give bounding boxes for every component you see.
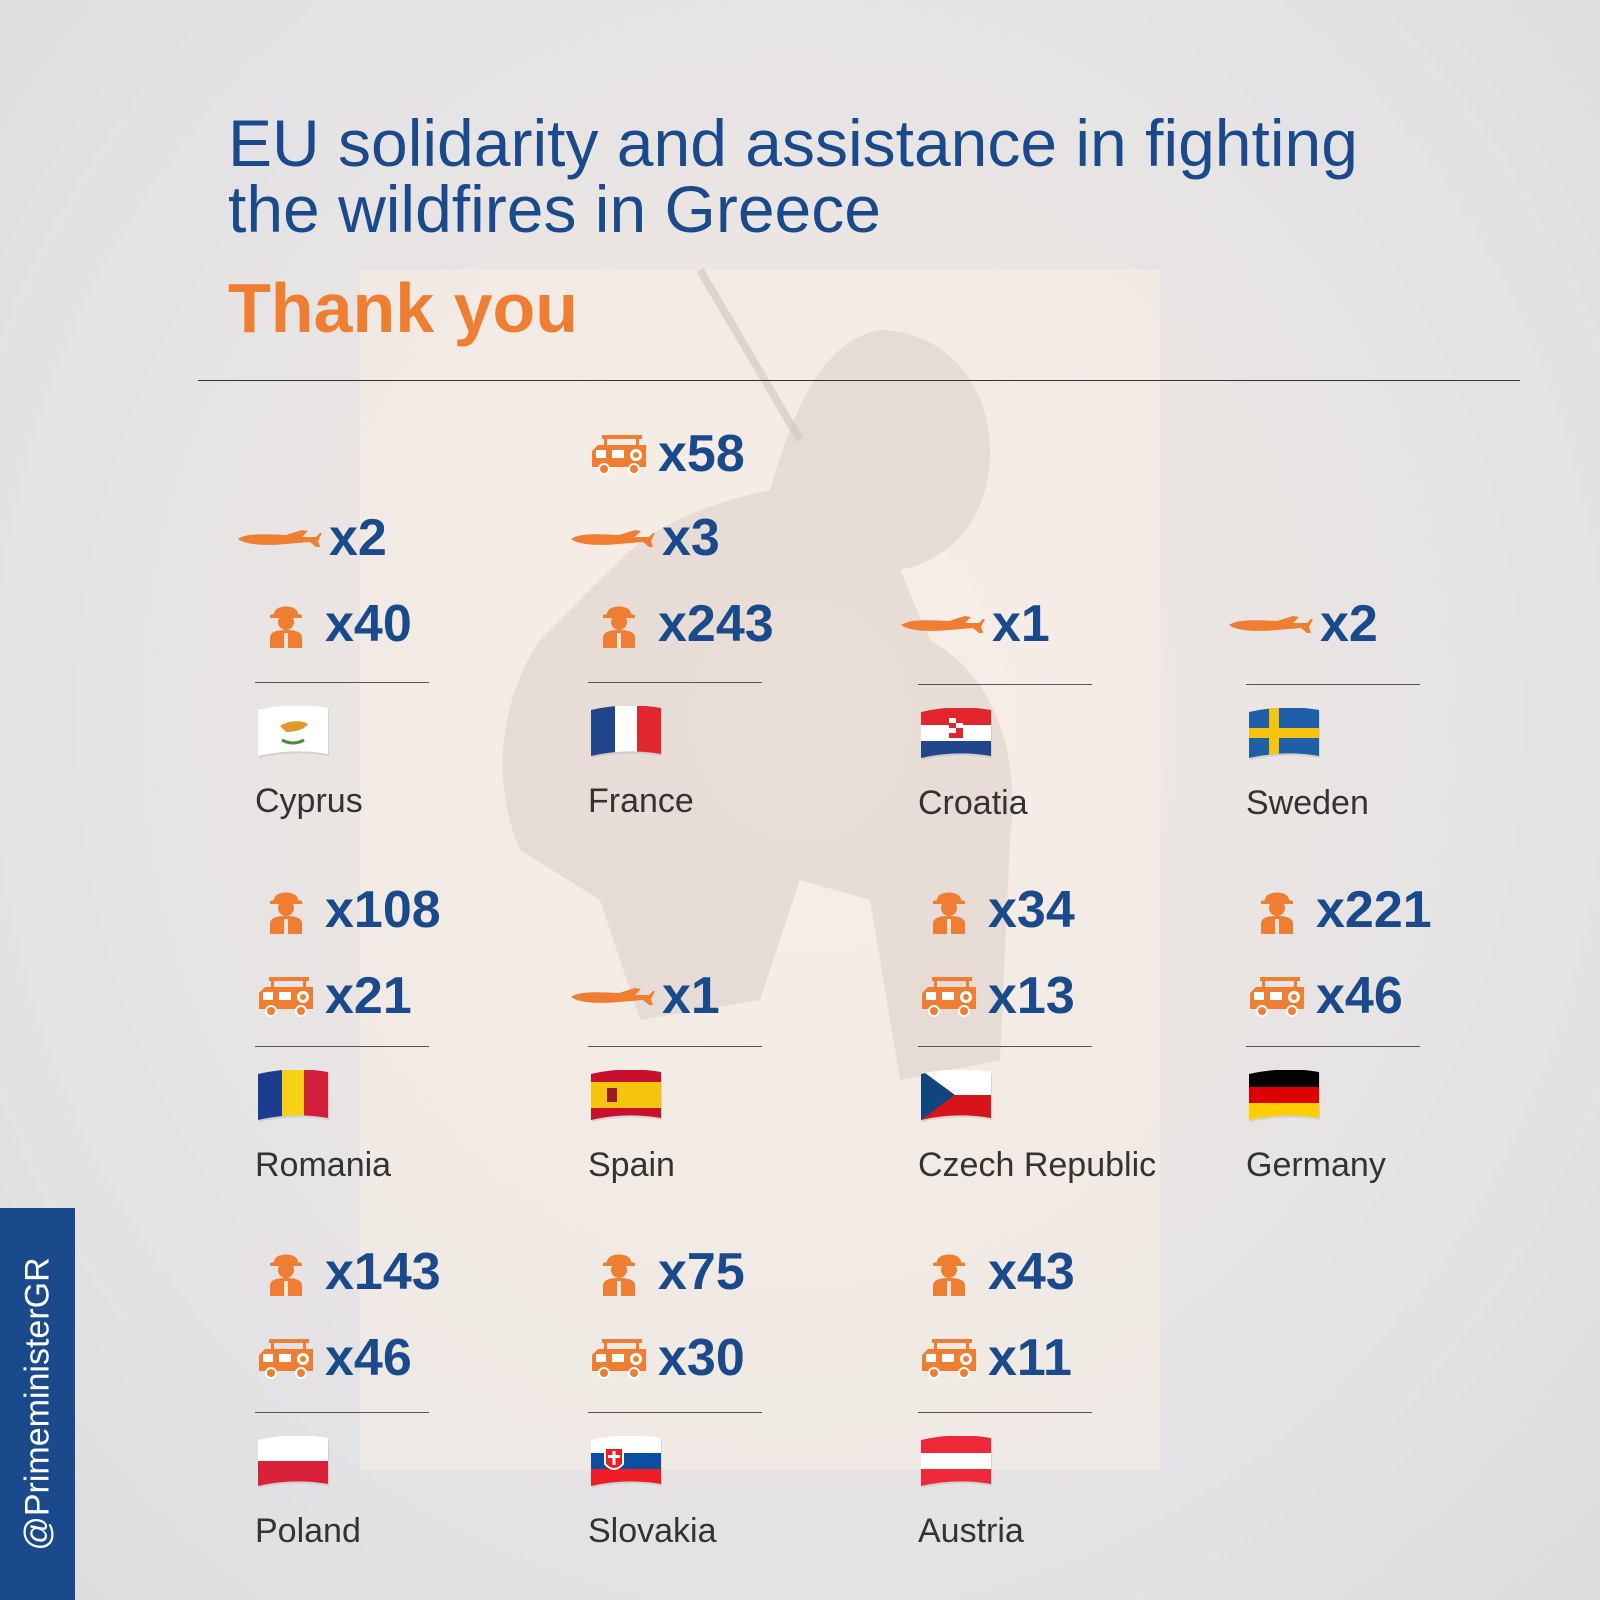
country-name: Cyprus (255, 782, 363, 820)
fire-truck-icon (914, 1337, 984, 1379)
stat-airplane: x3 (566, 508, 720, 568)
social-handle: @PrimeministerGR (18, 1257, 57, 1551)
stat-count: x21 (325, 967, 412, 1025)
country-separator (1246, 684, 1420, 685)
country-name: Spain (588, 1146, 675, 1184)
firefighter-icon (914, 1248, 984, 1296)
page-title: EU solidarity and assistance in fighting… (228, 106, 1358, 246)
country-separator (918, 1046, 1092, 1047)
stat-fire-truck: x46 (251, 1328, 412, 1388)
stat-count: x11 (988, 1329, 1072, 1387)
country-separator (588, 682, 762, 683)
airplane-icon (896, 611, 988, 637)
fire-truck-icon (251, 1337, 321, 1379)
country-name: Slovakia (588, 1512, 717, 1550)
stat-firefighter: x243 (584, 594, 774, 654)
fire-truck-icon (584, 1337, 654, 1379)
header-divider (198, 380, 1520, 381)
stat-fire-truck: x58 (584, 424, 745, 484)
country-separator (918, 1412, 1092, 1413)
stat-count: x1 (992, 595, 1050, 653)
firefighter-icon (1242, 886, 1312, 934)
stat-count: x46 (325, 1329, 412, 1387)
country-separator (588, 1412, 762, 1413)
stat-airplane: x1 (896, 594, 1050, 654)
stat-firefighter: x143 (251, 1242, 441, 1302)
airplane-icon (566, 983, 658, 1009)
country-separator (255, 682, 429, 683)
flag-poland (255, 1434, 331, 1490)
stat-count: x2 (329, 509, 387, 567)
country-separator (1246, 1046, 1420, 1047)
fire-truck-icon (1242, 975, 1312, 1017)
country-name: Germany (1246, 1146, 1386, 1184)
airplane-icon (1224, 611, 1316, 637)
stat-fire-truck: x21 (251, 966, 412, 1026)
country-name: Croatia (918, 784, 1028, 822)
country-name: Sweden (1246, 784, 1369, 822)
airplane-icon (566, 525, 658, 551)
stat-firefighter: x40 (251, 594, 412, 654)
country-name: Romania (255, 1146, 392, 1184)
flag-cyprus (255, 704, 331, 760)
flag-sweden (1246, 706, 1322, 762)
flag-austria (918, 1434, 994, 1490)
stat-count: x3 (662, 509, 720, 567)
flag-germany (1246, 1068, 1322, 1124)
stat-count: x13 (988, 967, 1075, 1025)
handle-bar (0, 1208, 75, 1600)
fire-truck-icon (584, 433, 654, 475)
firefighter-icon (584, 1248, 654, 1296)
thank-you-heading: Thank you (228, 269, 579, 347)
stat-firefighter: x221 (1242, 880, 1432, 940)
stat-fire-truck: x13 (914, 966, 1075, 1026)
country-name: France (588, 782, 694, 820)
stat-firefighter: x108 (251, 880, 441, 940)
firefighter-icon (914, 886, 984, 934)
fire-truck-icon (914, 975, 984, 1017)
stat-count: x46 (1316, 967, 1403, 1025)
firefighter-icon (251, 1248, 321, 1296)
flag-czech-republic (918, 1068, 994, 1124)
stat-firefighter: x43 (914, 1242, 1075, 1302)
country-separator (255, 1412, 429, 1413)
flag-france (588, 704, 664, 760)
stat-count: x2 (1320, 595, 1378, 653)
country-name: Austria (918, 1512, 1024, 1550)
fire-truck-icon (251, 975, 321, 1017)
country-name: Czech Republic (918, 1146, 1157, 1184)
stat-airplane: x1 (566, 966, 720, 1026)
stat-fire-truck: x46 (1242, 966, 1403, 1026)
firefighter-icon (251, 600, 321, 648)
stat-count: x221 (1316, 881, 1432, 939)
flag-slovakia (588, 1434, 664, 1490)
stat-count: x40 (325, 595, 412, 653)
stat-count: x1 (662, 967, 720, 1025)
flag-croatia (918, 706, 994, 762)
stat-airplane: x2 (233, 508, 387, 568)
stat-count: x30 (658, 1329, 745, 1387)
stat-count: x58 (658, 425, 745, 483)
stat-airplane: x2 (1224, 594, 1378, 654)
country-separator (255, 1046, 429, 1047)
stat-count: x34 (988, 881, 1075, 939)
stat-firefighter: x75 (584, 1242, 745, 1302)
flag-romania (255, 1068, 331, 1124)
stat-count: x143 (325, 1243, 441, 1301)
country-separator (918, 684, 1092, 685)
firefighter-icon (251, 886, 321, 934)
flag-spain (588, 1068, 664, 1124)
airplane-icon (233, 525, 325, 551)
country-name: Poland (255, 1512, 361, 1550)
stat-count: x43 (988, 1243, 1075, 1301)
firefighter-icon (584, 600, 654, 648)
stat-fire-truck: x11 (914, 1328, 1072, 1388)
stat-firefighter: x34 (914, 880, 1075, 940)
stat-fire-truck: x30 (584, 1328, 745, 1388)
stat-count: x243 (658, 595, 774, 653)
country-separator (588, 1046, 762, 1047)
stat-count: x75 (658, 1243, 745, 1301)
stat-count: x108 (325, 881, 441, 939)
